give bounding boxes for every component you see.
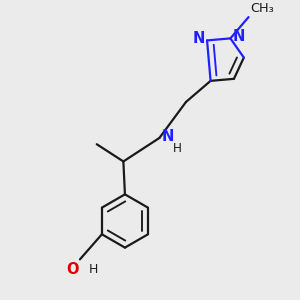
Text: O: O	[66, 262, 78, 277]
Text: H: H	[89, 263, 98, 276]
Text: N: N	[162, 129, 174, 144]
Text: N: N	[192, 31, 205, 46]
Text: N: N	[233, 29, 245, 44]
Text: H: H	[172, 142, 182, 155]
Text: CH₃: CH₃	[250, 2, 274, 15]
